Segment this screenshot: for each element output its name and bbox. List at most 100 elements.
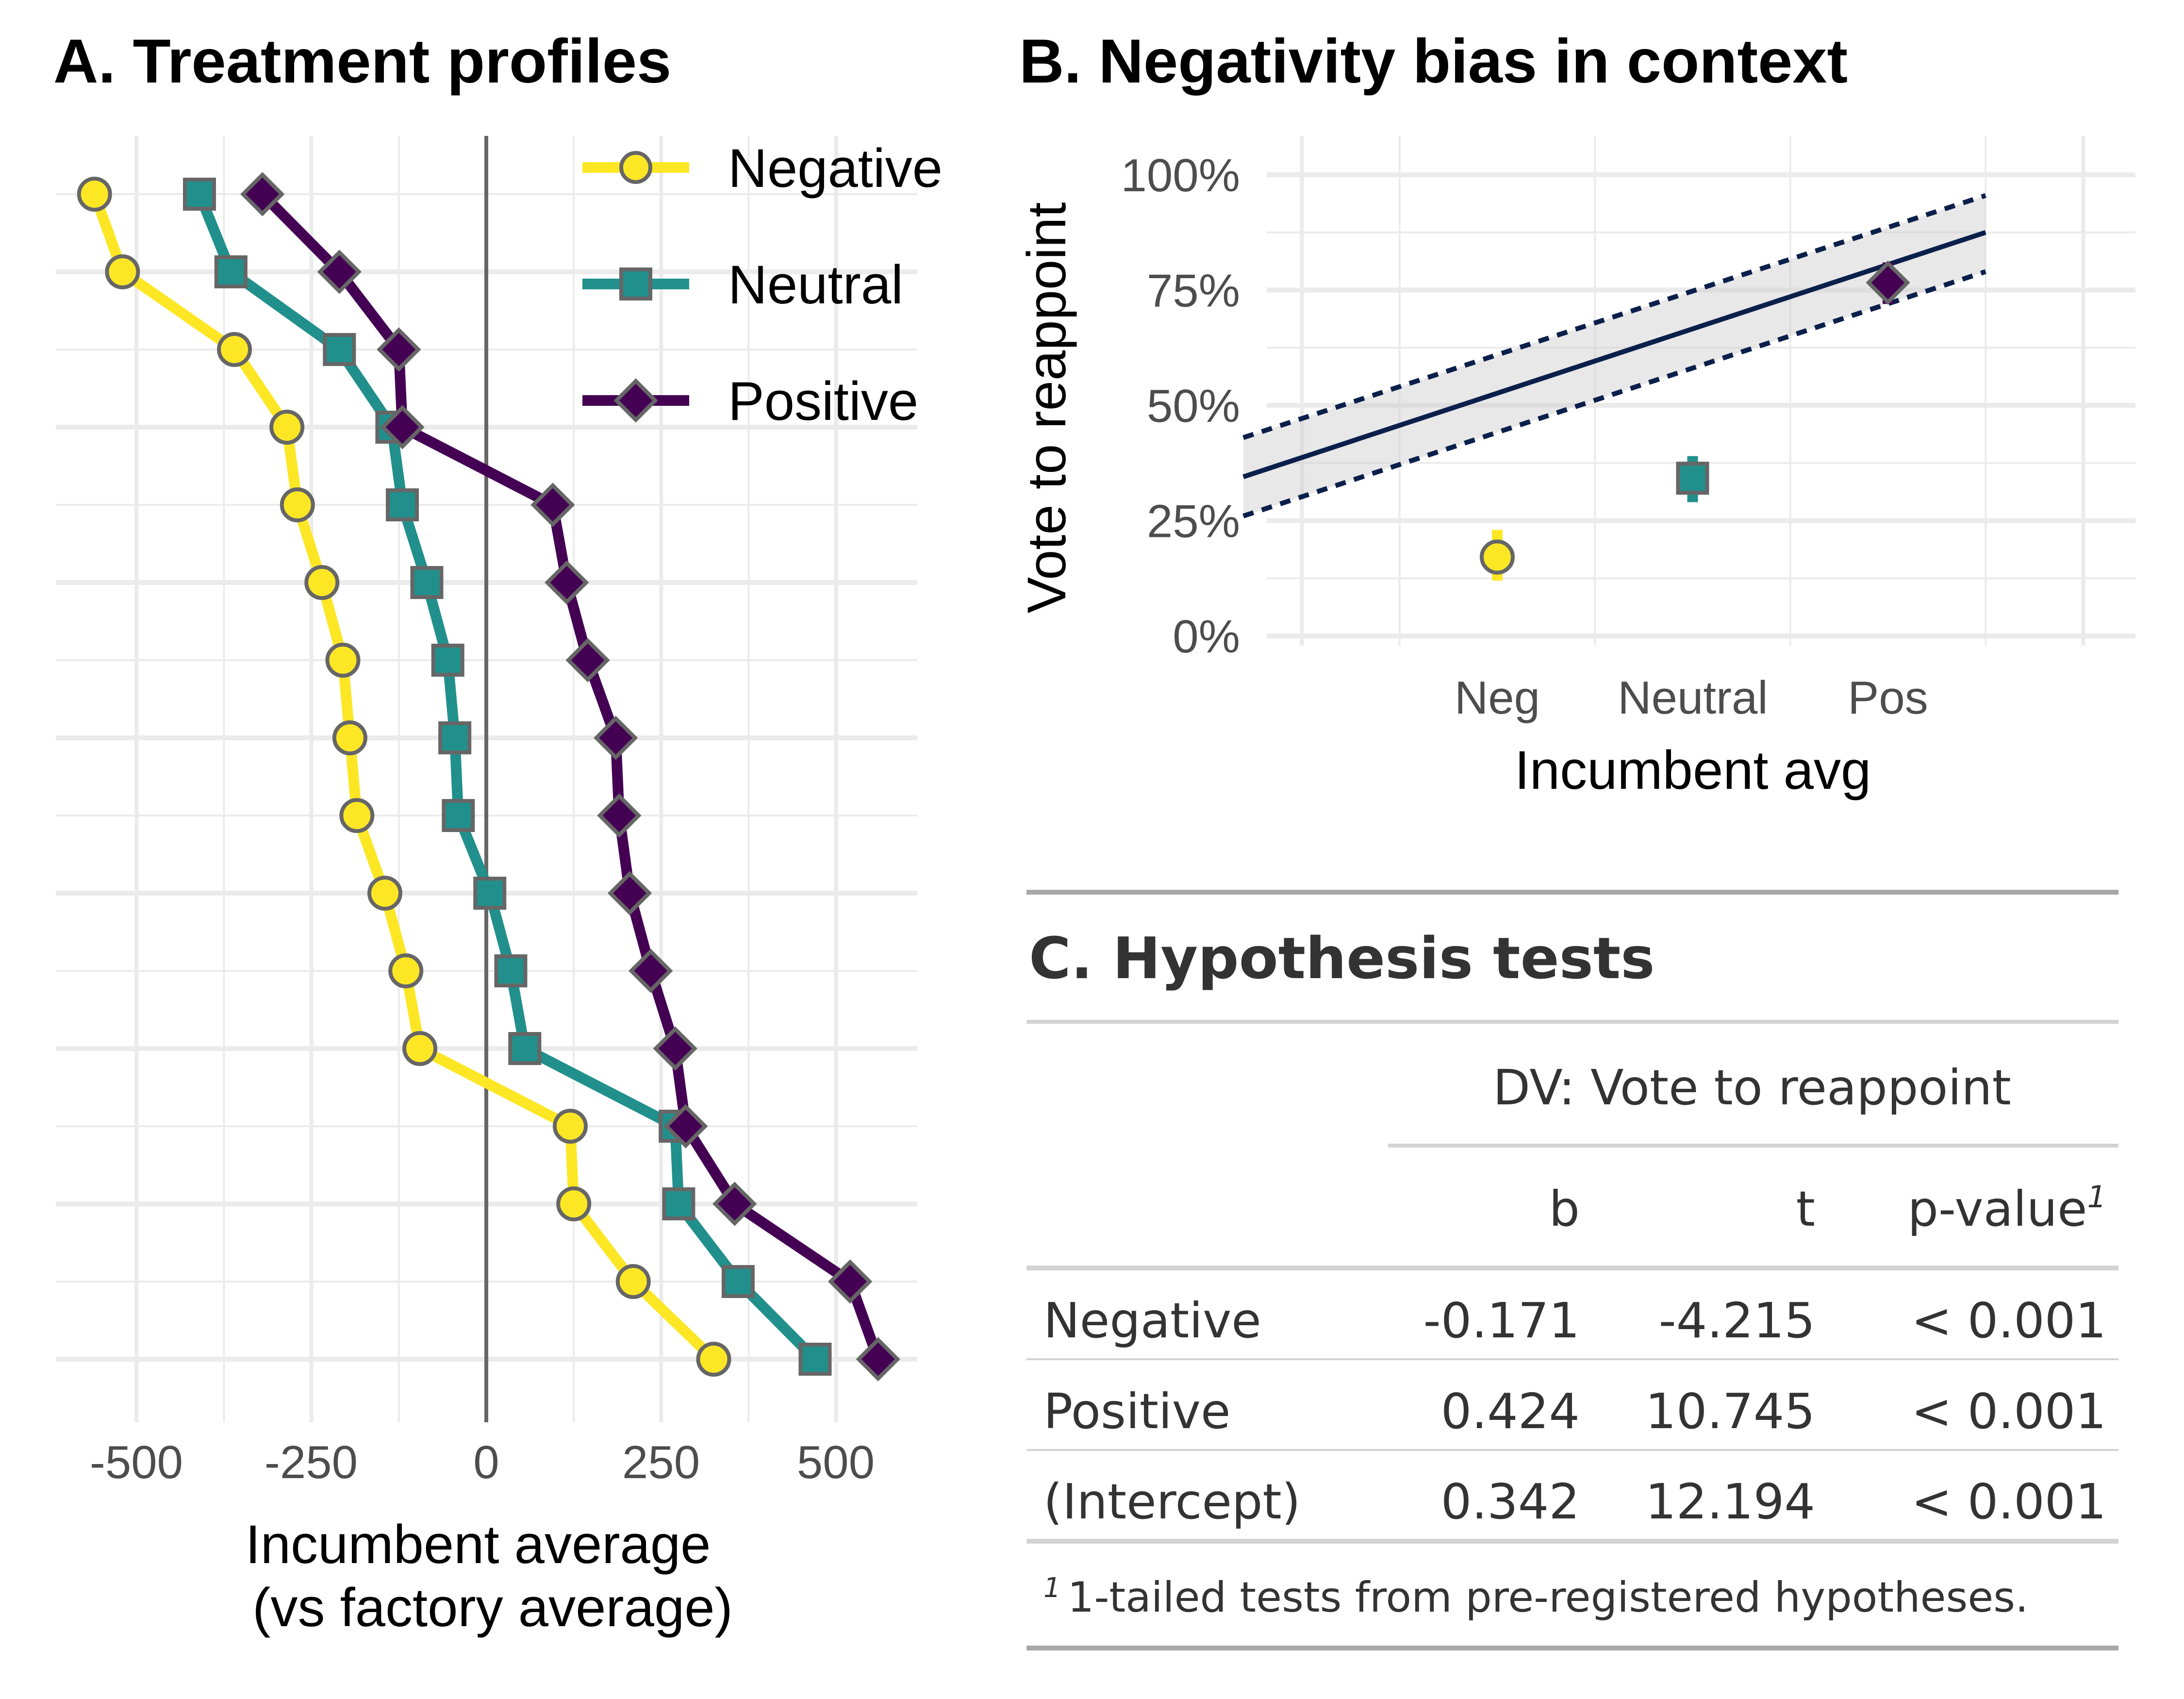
panel-b-xtick: Pos (1848, 672, 1928, 724)
data-point-positive (663, 1104, 708, 1149)
panel-b-ytick: 0% (1173, 611, 1240, 663)
panel-b-xtick: Neg (1455, 672, 1540, 724)
data-point-negative (217, 332, 252, 367)
data-point-neutral (214, 255, 248, 288)
table-spanner: DV: Vote to reappoint (1493, 1059, 2011, 1116)
panel-b-xtick: Neutral (1618, 672, 1768, 724)
table-cell-b: 0.342 (1441, 1473, 1580, 1530)
data-point-negative (615, 1264, 651, 1299)
data-point-positive (712, 1182, 757, 1226)
data-point-negative (304, 565, 340, 600)
data-point-neutral (1676, 462, 1709, 495)
table-col-p-label: p-value (1908, 1181, 2087, 1237)
table-col-p-footnote-mark: 1 (2087, 1179, 2106, 1215)
table-cell-t: 12.194 (1645, 1473, 1815, 1530)
panel-a-series (77, 172, 900, 1382)
data-point-positive (240, 172, 285, 217)
panel-a-xtick: -500 (90, 1436, 183, 1488)
panel-b-yticks: 0% 25% 50% 75% 100% (1121, 150, 1240, 663)
panel-b-fit (1242, 193, 1986, 518)
data-point-neutral (798, 1343, 832, 1376)
panel-a-xtick: 0 (473, 1436, 499, 1488)
legend-label-neutral: Neutral (728, 254, 903, 315)
data-point-negative (325, 643, 361, 678)
table-footnote: 1 1-tailed tests from pre-registered hypo… (1043, 1572, 2028, 1622)
legend-key-neutral-marker (619, 267, 652, 300)
panel-b-ytick: 100% (1121, 150, 1240, 201)
table-cell-p: < 0.001 (1911, 1473, 2106, 1530)
table-row: Positive 0.424 10.745 < 0.001 (1043, 1383, 2106, 1440)
data-point-positive (377, 327, 421, 372)
data-point-negative (402, 1031, 438, 1066)
data-point-neutral (386, 488, 419, 521)
table-col-p: p-value1 (1908, 1179, 2106, 1237)
table-footnote-text: 1-tailed tests from pre-registered hypot… (1068, 1573, 2029, 1622)
data-point-neutral (473, 877, 507, 910)
series-line-neutral (194, 192, 819, 1363)
panel-a-title: A. Treatment profiles (53, 27, 671, 96)
data-point-neutral (721, 1265, 755, 1298)
data-point-negative (269, 410, 305, 445)
data-point-neutral (494, 954, 528, 987)
table-row: Negative -0.171 -4.215 < 0.001 (1043, 1292, 2106, 1349)
legend-key-positive-marker (613, 378, 658, 423)
table-footnote-mark: 1 (1043, 1572, 1061, 1604)
panel-b-ytick: 75% (1147, 265, 1240, 317)
table-col-b: b (1549, 1181, 1580, 1237)
table-cell-term: Negative (1043, 1292, 1261, 1349)
panel-b-xlabel: Incumbent avg (1515, 740, 1871, 800)
legend-key-negative-marker (619, 151, 652, 184)
legend-label-positive: Positive (728, 371, 918, 432)
panel-a-xtick: 250 (622, 1436, 700, 1488)
panel-b-points (1480, 260, 1910, 581)
data-point-positive (629, 949, 673, 993)
data-point-negative (332, 720, 367, 755)
data-point-negative (105, 254, 140, 289)
data-point-positive (607, 871, 652, 916)
data-point-positive (317, 250, 362, 294)
legend-label-negative: Negative (728, 138, 943, 199)
panel-a-xlabel-line1: Incumbent average (246, 1514, 711, 1575)
table-cell-p: < 0.001 (1911, 1383, 2106, 1440)
data-point-neutral (662, 1187, 695, 1220)
data-point-neg (1480, 539, 1515, 575)
data-point-neutral (323, 333, 356, 366)
upper-ci-line (1242, 193, 1986, 440)
table-cell-term: (Intercept) (1043, 1473, 1301, 1530)
data-point-negative (367, 876, 402, 911)
table-cell-b: 0.424 (1441, 1383, 1580, 1440)
panel-b-ylabel: Vote to reappoint (1016, 202, 1077, 614)
panel-b-xticks: Neg Neutral Pos (1455, 672, 1928, 724)
data-point-neutral (438, 721, 472, 754)
series-line-negative (89, 192, 718, 1363)
data-point-pos (1866, 260, 1910, 305)
table-row: (Intercept) 0.342 12.194 < 0.001 (1043, 1473, 2106, 1530)
panel-b-ytick: 25% (1147, 496, 1240, 548)
data-point-positive (565, 638, 610, 683)
data-point-negative (339, 798, 375, 833)
table-cell-t: -4.215 (1659, 1292, 1815, 1349)
data-point-neutral (182, 178, 216, 211)
data-point-positive (530, 483, 575, 527)
data-point-neutral (442, 799, 475, 832)
panel-a-xtick: -250 (265, 1436, 358, 1488)
panel-b-ytick: 50% (1147, 380, 1240, 432)
panel-b-title: B. Negativity bias in context (1019, 27, 1848, 96)
data-point-positive (653, 1026, 697, 1071)
series-line-positive (258, 190, 883, 1361)
table-cell-term: Positive (1043, 1383, 1231, 1440)
data-point-positive (597, 793, 642, 838)
data-point-positive (856, 1337, 900, 1382)
panel-a-legend: Negative Neutral Positive (582, 138, 943, 432)
data-point-positive (380, 405, 425, 450)
data-point-negative (388, 953, 424, 988)
data-point-positive (594, 716, 638, 760)
panel-a-xlabel-line2: (vs factory average) (252, 1577, 733, 1638)
panel-a-xticks: -500 -250 0 250 500 (90, 1436, 875, 1488)
table-title: C. Hypothesis tests (1029, 925, 1655, 992)
data-point-negative (696, 1342, 731, 1377)
data-point-negative (280, 487, 315, 522)
table-cell-t: 10.745 (1645, 1383, 1815, 1440)
table-col-t: t (1796, 1181, 1815, 1237)
data-point-neutral (410, 566, 444, 599)
